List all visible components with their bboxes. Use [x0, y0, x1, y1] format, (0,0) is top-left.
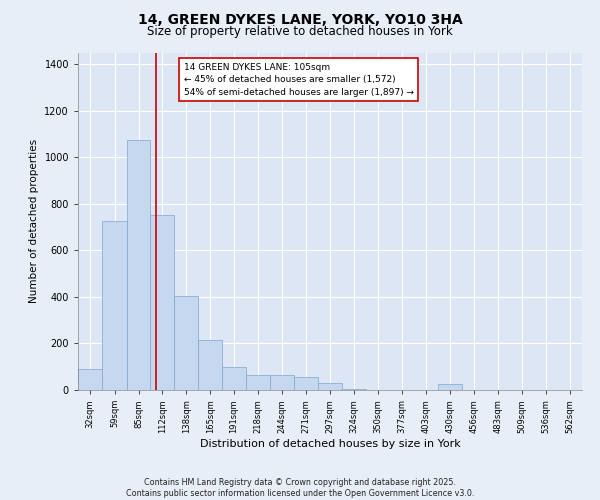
Bar	[270, 375, 294, 390]
Bar	[78, 369, 103, 390]
Bar	[294, 377, 318, 390]
Bar	[342, 389, 366, 390]
X-axis label: Distribution of detached houses by size in York: Distribution of detached houses by size …	[200, 438, 460, 448]
Text: Contains HM Land Registry data © Crown copyright and database right 2025.
Contai: Contains HM Land Registry data © Crown c…	[126, 478, 474, 498]
Bar	[127, 140, 151, 390]
Text: 14, GREEN DYKES LANE, YORK, YO10 3HA: 14, GREEN DYKES LANE, YORK, YO10 3HA	[137, 12, 463, 26]
Bar	[222, 366, 247, 390]
Bar	[199, 340, 222, 390]
Bar	[151, 216, 174, 390]
Bar	[318, 383, 342, 390]
Text: 14 GREEN DYKES LANE: 105sqm
← 45% of detached houses are smaller (1,572)
54% of : 14 GREEN DYKES LANE: 105sqm ← 45% of det…	[184, 62, 414, 96]
Bar	[103, 221, 127, 390]
Y-axis label: Number of detached properties: Number of detached properties	[29, 139, 39, 304]
Bar	[247, 375, 270, 390]
Bar	[174, 296, 199, 390]
Text: Size of property relative to detached houses in York: Size of property relative to detached ho…	[147, 25, 453, 38]
Bar	[438, 384, 461, 390]
